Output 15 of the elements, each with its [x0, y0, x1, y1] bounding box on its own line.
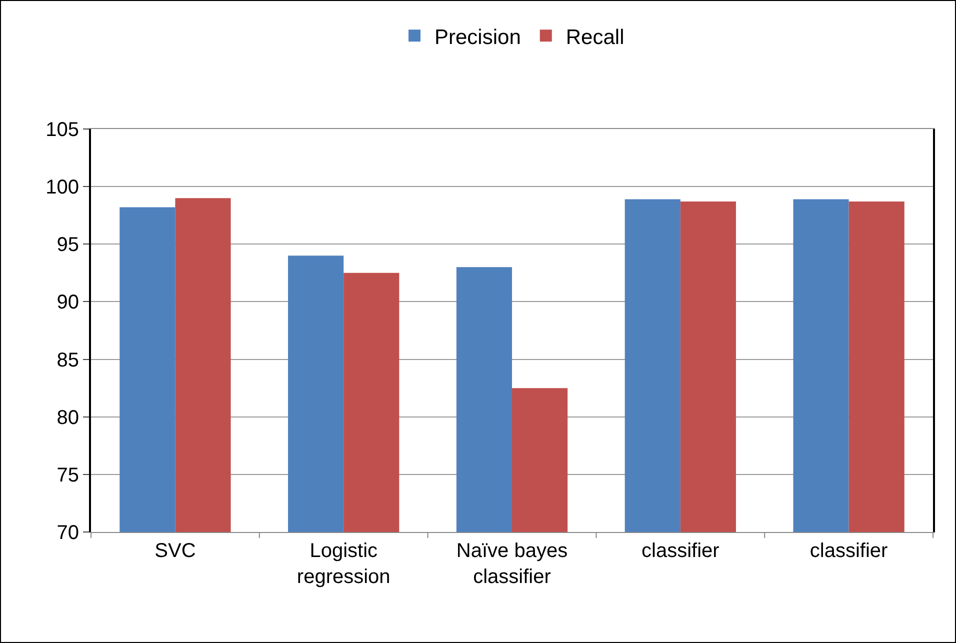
legend-label: Precision: [434, 26, 521, 49]
y-tick-label: 75: [56, 464, 79, 486]
x-tick-label: classifier: [642, 540, 720, 562]
y-tick-label: 95: [56, 234, 79, 256]
y-tick-label: 100: [46, 176, 79, 199]
y-tick-label: 80: [56, 406, 79, 429]
x-tick-label: SVC: [154, 540, 196, 562]
y-tick-label: 85: [56, 349, 79, 372]
x-tick-label: Naïve bayes classifier: [456, 540, 568, 588]
y-tick-label: 105: [46, 119, 79, 141]
y-tick-label: 90: [56, 292, 79, 314]
x-tick-label: classifier: [810, 540, 888, 562]
y-tick-label: 70: [56, 522, 79, 544]
legend-label: Recall: [566, 26, 624, 49]
x-tick-label: Logistic regression: [296, 540, 390, 588]
